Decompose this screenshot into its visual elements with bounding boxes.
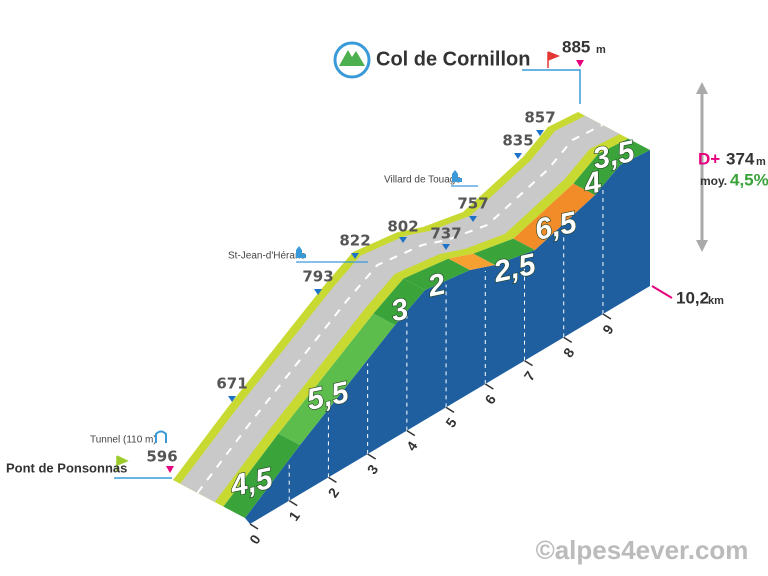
km-tick xyxy=(406,430,416,437)
km-tick xyxy=(484,383,494,390)
gradient-segment xyxy=(448,253,495,270)
km-label: 9 xyxy=(599,321,617,337)
altitude-marker xyxy=(536,130,544,136)
altitude-label: 737 xyxy=(430,225,461,243)
km-tick xyxy=(328,476,337,483)
start-name: Pont de Ponsonnas xyxy=(6,460,127,475)
start-flag xyxy=(116,455,129,472)
km-label: 2 xyxy=(325,485,343,501)
distance-value: 10,2 xyxy=(676,288,709,307)
altitude-marker xyxy=(399,237,407,243)
km-label: 1 xyxy=(285,508,303,524)
distance-unit: km xyxy=(708,295,724,307)
gradient-segment xyxy=(598,138,650,165)
gradient-segment xyxy=(473,238,535,265)
gain-value: 374 xyxy=(726,149,755,168)
road-centre xyxy=(196,124,603,494)
gain-unit: m xyxy=(756,156,766,168)
km-tick xyxy=(445,406,455,413)
altitude-marker xyxy=(314,289,322,295)
place-label: St-Jean-d'Hérans xyxy=(228,251,306,262)
road xyxy=(180,115,620,503)
distance-leader xyxy=(651,285,673,299)
start-marker xyxy=(166,466,174,473)
km-tick xyxy=(249,523,259,530)
tunnel-label: Tunnel (110 m) xyxy=(90,435,157,446)
average-value: 4,5% xyxy=(730,170,768,189)
gradient-segment xyxy=(513,183,595,250)
km-label: 3 xyxy=(364,461,382,477)
tunnel-icon xyxy=(155,430,167,443)
gain-label: D+ xyxy=(698,149,720,168)
altitude-label: 802 xyxy=(387,218,418,236)
summit-leader xyxy=(522,69,581,104)
place-icon xyxy=(296,246,306,258)
gradient-label: 2,5 xyxy=(490,248,540,289)
summit-icon-mountain xyxy=(339,50,365,66)
summit-unit: m xyxy=(596,44,606,56)
wall xyxy=(245,150,650,524)
summit-altitude: 885 xyxy=(562,37,590,56)
gradient-segment xyxy=(223,433,300,518)
profile-shapes xyxy=(173,112,650,530)
km-label: 4 xyxy=(403,438,421,454)
altitude-label: 822 xyxy=(339,232,370,250)
gradient-segment xyxy=(573,153,620,195)
copyright: ©alpes4ever.com xyxy=(536,535,749,565)
gradient-segment xyxy=(278,313,395,445)
km-label: 8 xyxy=(560,345,578,361)
altitude-marker xyxy=(514,153,522,159)
km-tick xyxy=(602,313,612,320)
altitude-markers xyxy=(228,130,544,402)
km-tick xyxy=(367,453,377,460)
altitude-marker xyxy=(351,253,359,259)
gradient-segment xyxy=(403,258,470,290)
summit-marker xyxy=(576,60,584,67)
km-tick xyxy=(563,336,573,343)
gradient-label: 4,5 xyxy=(227,462,277,503)
km-label: 0 xyxy=(246,531,264,547)
altitude-label: 857 xyxy=(524,109,555,127)
km-tick xyxy=(524,360,533,367)
place-label: Villard de Touage xyxy=(384,175,461,186)
altitude-marker xyxy=(442,244,450,250)
average-label: moy. xyxy=(700,174,727,188)
altitude-label: 757 xyxy=(457,195,488,213)
altitude-label: 671 xyxy=(216,375,247,393)
altitude-marker xyxy=(469,216,477,222)
title: Col de Cornillon xyxy=(376,48,530,70)
summit-flag xyxy=(547,51,561,68)
start-altitude: 596 xyxy=(146,448,177,466)
altitude-marker xyxy=(228,396,236,402)
km-label: 6 xyxy=(481,391,499,407)
gradient-segment xyxy=(373,278,425,325)
place-icon xyxy=(452,170,462,182)
km-label: 5 xyxy=(442,415,460,431)
altitude-label: 835 xyxy=(502,132,533,150)
km-label: 7 xyxy=(521,368,539,384)
km-tick xyxy=(288,500,298,507)
altitude-label: 793 xyxy=(302,268,333,286)
